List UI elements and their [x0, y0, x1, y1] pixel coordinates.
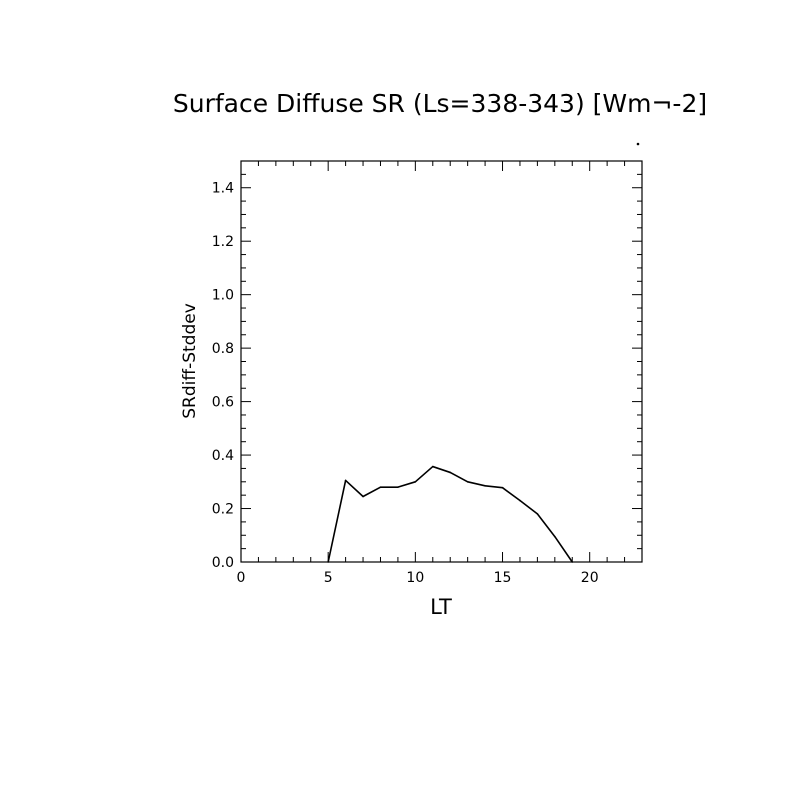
x-axis-title: LT	[430, 595, 452, 619]
y-tick-label: 0.4	[212, 448, 234, 464]
y-axis-title: SRdiff-Stddev	[180, 303, 200, 419]
y-tick-label: 0.2	[212, 502, 234, 518]
data-point	[466, 481, 469, 483]
data-point	[414, 481, 417, 483]
x-tick-labels: 0 5 10 15 20	[237, 570, 599, 586]
x-tick-label: 10	[406, 570, 424, 586]
series-line	[327, 465, 573, 563]
corner-dot	[636, 142, 640, 146]
plot-frame	[240, 160, 643, 563]
chart-title: Surface Diffuse SR (Ls=338-343) [Wm¬-2]	[173, 89, 707, 118]
data-point	[501, 486, 504, 489]
data-point	[344, 479, 347, 482]
data-point	[536, 513, 539, 515]
y-tick-label: 1.4	[212, 181, 234, 197]
tick-marks	[240, 160, 643, 563]
data-point	[484, 485, 486, 487]
y-tick-label: 1.0	[212, 288, 234, 304]
y-tick-label: 0.8	[212, 341, 234, 357]
data-point	[431, 465, 434, 468]
data-point	[397, 486, 399, 488]
y-tick-label: 0.0	[212, 555, 234, 571]
data-point	[379, 486, 382, 488]
x-tick-label: 5	[324, 570, 333, 586]
y-tick-labels: 0.0 0.2 0.4 0.6 0.8 1.0 1.2 1.4	[212, 181, 234, 571]
x-tick-label: 15	[494, 570, 512, 586]
series-layer	[327, 465, 574, 563]
y-tick-label: 0.6	[212, 395, 234, 411]
y-tick-label: 1.2	[212, 234, 234, 250]
data-point	[519, 499, 521, 502]
data-point	[449, 471, 452, 474]
data-point	[554, 535, 556, 538]
data-point	[362, 495, 364, 498]
x-tick-label: 0	[237, 570, 246, 586]
x-tick-label: 20	[581, 570, 599, 586]
